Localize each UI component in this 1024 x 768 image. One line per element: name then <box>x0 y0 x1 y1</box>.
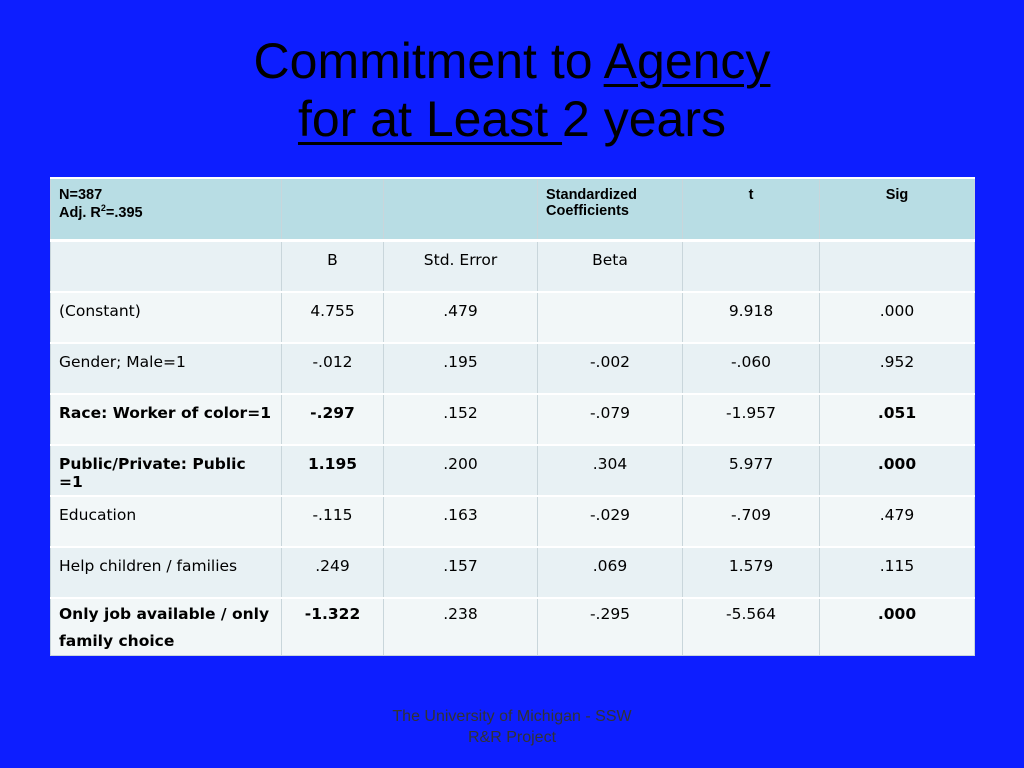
cell-se: .152 <box>383 393 538 446</box>
cell-beta: -.295 <box>537 597 683 656</box>
footer-line-2: R&R Project <box>467 729 557 746</box>
cell-b: -.115 <box>281 495 384 548</box>
row-label-line1: Only job available / only <box>59 605 270 623</box>
cell-se: .157 <box>383 546 538 599</box>
adj-r2-value: =.395 <box>105 204 143 221</box>
regression-table: N=387 Adj. R2=.395 Standardized Coeffici… <box>50 177 975 656</box>
cell-t: -.060 <box>682 342 820 395</box>
header-t: t <box>682 177 820 242</box>
cell-b: -1.322 <box>281 597 384 656</box>
cell-beta: -.079 <box>537 393 683 446</box>
row-label: Public/Private: Public =1 <box>50 444 282 497</box>
subheader-sig <box>819 239 975 293</box>
table-row: Only job available / only family choice … <box>50 597 975 656</box>
header-sig: Sig <box>819 177 975 242</box>
title-text-2-years: 2 years <box>562 91 726 147</box>
cell-sig: .479 <box>819 495 975 548</box>
title-text-agency: Agency <box>603 33 771 89</box>
cell-t: 1.579 <box>682 546 820 599</box>
slide-footer: The University of Michigan - SSW R&R Pro… <box>0 706 1024 748</box>
cell-b: -.297 <box>281 393 384 446</box>
cell-beta: -.029 <box>537 495 683 548</box>
slide-title: Commitment to Agency for at Least 2 year… <box>0 32 1024 148</box>
table-row: Education -.115 .163 -.029 -.709 .479 <box>50 495 975 548</box>
cell-t: 5.977 <box>682 444 820 497</box>
table-row: (Constant) 4.755 .479 9.918 .000 <box>50 291 975 344</box>
cell-beta: -.002 <box>537 342 683 395</box>
table-row: Public/Private: Public =1 1.195 .200 .30… <box>50 444 975 497</box>
title-text-for-at-least: for at Least <box>297 91 563 147</box>
cell-beta: .069 <box>537 546 683 599</box>
adj-r2-label: Adj. R2=.395 <box>59 203 273 221</box>
row-label: Only job available / only family choice <box>50 597 282 656</box>
adj-r2-prefix: Adj. R <box>59 204 101 221</box>
cell-se: .195 <box>383 342 538 395</box>
row-label: Gender; Male=1 <box>50 342 282 395</box>
cell-beta: .304 <box>537 444 683 497</box>
subheader-label <box>50 239 282 293</box>
n-label: N=387 <box>59 187 103 203</box>
cell-se: .479 <box>383 291 538 344</box>
cell-b: 4.755 <box>281 291 384 344</box>
header-standardized: Standardized Coefficients <box>537 177 683 242</box>
row-label: Race: Worker of color=1 <box>50 393 282 446</box>
cell-b: 1.195 <box>281 444 384 497</box>
table-subheader-row: B Std. Error Beta <box>50 239 975 293</box>
cell-t: -.709 <box>682 495 820 548</box>
cell-sig: .000 <box>819 597 975 656</box>
row-label: (Constant) <box>50 291 282 344</box>
table-row: Gender; Male=1 -.012 .195 -.002 -.060 .9… <box>50 342 975 395</box>
row-label-line2: family choice <box>59 632 175 650</box>
row-label: Help children / families <box>50 546 282 599</box>
cell-t: -1.957 <box>682 393 820 446</box>
header-model-info: N=387 Adj. R2=.395 <box>50 177 282 242</box>
title-text-commitment: Commitment to <box>253 33 604 89</box>
cell-sig: .000 <box>819 291 975 344</box>
row-label: Education <box>50 495 282 548</box>
cell-b: .249 <box>281 546 384 599</box>
title-line-2: for at Least 2 years <box>0 90 1024 148</box>
header-standardized-line1: Standardized <box>546 187 638 203</box>
cell-sig: .000 <box>819 444 975 497</box>
header-b <box>281 177 384 242</box>
cell-t: 9.918 <box>682 291 820 344</box>
header-standardized-line2: Coefficients <box>546 203 629 219</box>
cell-beta <box>537 291 683 344</box>
header-se <box>383 177 538 242</box>
cell-se: .200 <box>383 444 538 497</box>
cell-b: -.012 <box>281 342 384 395</box>
adj-r2-superscript: 2 <box>100 203 106 213</box>
table-row: Help children / families .249 .157 .069 … <box>50 546 975 599</box>
subheader-b: B <box>281 239 384 293</box>
table-header-row: N=387 Adj. R2=.395 Standardized Coeffici… <box>50 177 975 242</box>
subheader-se: Std. Error <box>383 239 538 293</box>
subheader-beta: Beta <box>537 239 683 293</box>
cell-se: .163 <box>383 495 538 548</box>
cell-t: -5.564 <box>682 597 820 656</box>
table-row: Race: Worker of color=1 -.297 .152 -.079… <box>50 393 975 446</box>
cell-sig: .952 <box>819 342 975 395</box>
cell-sig: .115 <box>819 546 975 599</box>
title-line-1: Commitment to Agency <box>0 32 1024 90</box>
cell-sig: .051 <box>819 393 975 446</box>
footer-line-1: The University of Michigan - SSW <box>392 708 632 725</box>
cell-se: .238 <box>383 597 538 656</box>
subheader-t <box>682 239 820 293</box>
